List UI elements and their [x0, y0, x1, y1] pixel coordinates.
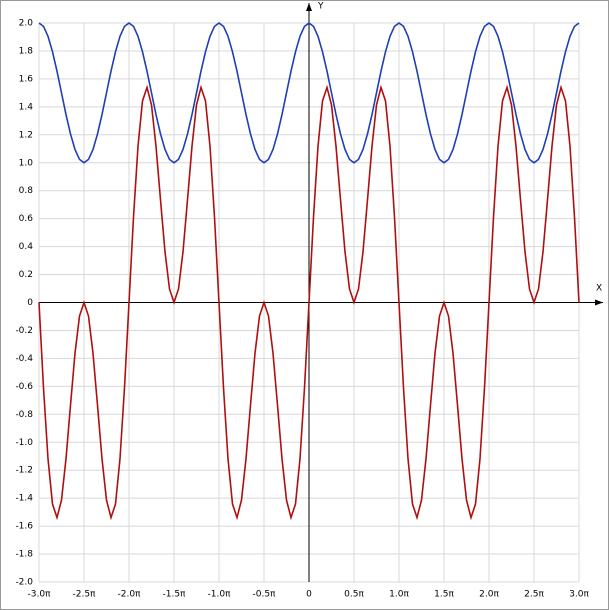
y-tick-label: 0.8	[19, 186, 34, 196]
y-tick-label: -1.0	[15, 438, 33, 448]
x-tick-label: -2.5π	[73, 590, 97, 600]
y-tick-label: 1.0	[19, 158, 34, 168]
x-tick-label: -1.5π	[163, 590, 187, 600]
series-line	[38, 22, 580, 164]
y-tick-label: -1.4	[15, 494, 33, 504]
y-tick-label: 1.8	[19, 46, 34, 56]
y-tick-label: -1.8	[15, 550, 33, 560]
x-tick-label: -1.0π	[208, 590, 232, 600]
y-tick-label: -2.0	[15, 578, 33, 588]
y-tick-label: -1.2	[15, 466, 33, 476]
y-tick-label: -0.8	[15, 410, 33, 420]
x-tick-label: 2.5π	[524, 590, 544, 600]
plot	[38, 3, 603, 582]
x-axis-label: X	[596, 284, 602, 294]
y-tick-label: 1.4	[19, 102, 34, 112]
x-tick-label: -3.0π	[28, 590, 52, 600]
y-tick-label: 0.6	[19, 214, 34, 224]
x-tick-label: -0.5π	[253, 590, 277, 600]
x-tick-label: 1.0π	[389, 590, 409, 600]
x-tick-label: 1.5π	[434, 590, 454, 600]
x-tick-label: 3.0π	[569, 590, 589, 600]
x-tick-label: -2.0π	[118, 590, 142, 600]
x-tick-label: 0.5π	[344, 590, 364, 600]
x-tick-label: 0	[306, 590, 312, 600]
y-tick-label: -0.4	[15, 354, 33, 364]
y-tick-label: -1.6	[15, 522, 33, 532]
y-tick-label: 1.6	[19, 74, 34, 84]
y-tick-label: 0	[27, 298, 33, 308]
y-tick-label: -0.6	[15, 382, 33, 392]
x-axis-arrow	[595, 299, 603, 306]
x-tick-label: 2.0π	[479, 590, 499, 600]
y-tick-label: 0.4	[19, 242, 34, 252]
y-axis-arrow	[306, 3, 312, 11]
series-line	[38, 84, 580, 521]
y-tick-label: 1.2	[19, 130, 33, 140]
y-tick-label: -0.2	[15, 326, 33, 336]
y-tick-label: 0.2	[19, 270, 33, 280]
y-axis-label: Y	[317, 2, 324, 12]
y-tick-label: 2.0	[19, 19, 34, 29]
